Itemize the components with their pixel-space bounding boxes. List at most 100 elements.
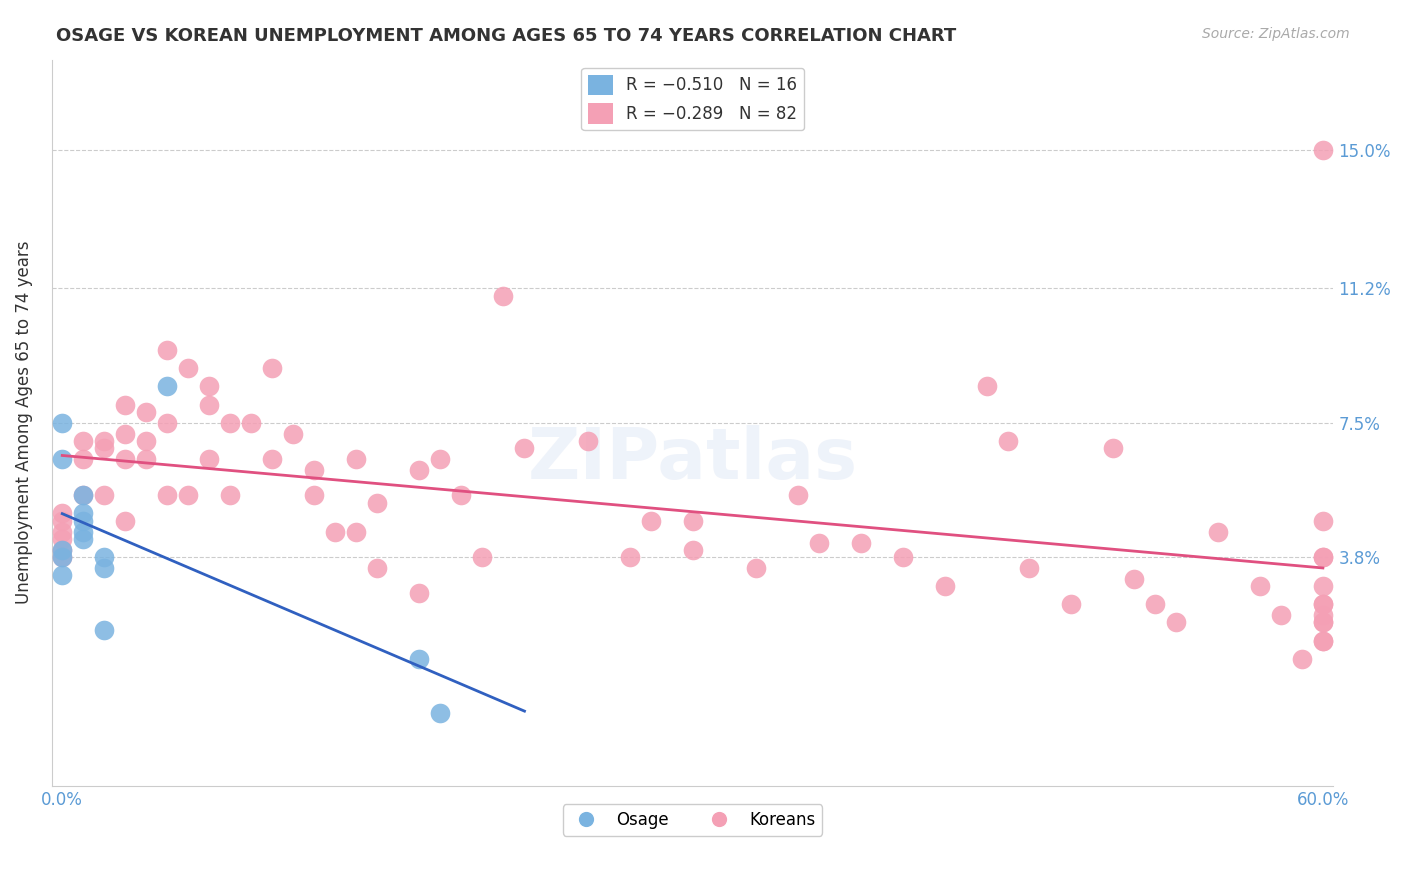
Point bbox=[72, 452, 94, 467]
Point bbox=[1018, 561, 1040, 575]
Point bbox=[51, 532, 73, 546]
Point bbox=[114, 398, 136, 412]
Point bbox=[1312, 615, 1334, 630]
Point bbox=[114, 426, 136, 441]
Point bbox=[1312, 633, 1334, 648]
Point bbox=[450, 488, 472, 502]
Point bbox=[135, 452, 157, 467]
Point bbox=[262, 452, 284, 467]
Point bbox=[1312, 549, 1334, 564]
Text: OSAGE VS KOREAN UNEMPLOYMENT AMONG AGES 65 TO 74 YEARS CORRELATION CHART: OSAGE VS KOREAN UNEMPLOYMENT AMONG AGES … bbox=[56, 27, 956, 45]
Point bbox=[344, 452, 367, 467]
Point bbox=[93, 434, 115, 448]
Point bbox=[576, 434, 599, 448]
Point bbox=[1312, 144, 1334, 158]
Point bbox=[1164, 615, 1187, 630]
Point bbox=[219, 488, 242, 502]
Point bbox=[1270, 608, 1292, 623]
Point bbox=[1122, 572, 1144, 586]
Legend: Osage, Koreans: Osage, Koreans bbox=[564, 805, 823, 836]
Point bbox=[72, 488, 94, 502]
Point bbox=[72, 532, 94, 546]
Point bbox=[51, 542, 73, 557]
Point bbox=[93, 623, 115, 637]
Point bbox=[156, 416, 179, 430]
Point bbox=[325, 524, 347, 539]
Point bbox=[72, 507, 94, 521]
Point bbox=[304, 463, 326, 477]
Point bbox=[198, 452, 221, 467]
Point bbox=[1206, 524, 1229, 539]
Point bbox=[976, 379, 998, 393]
Point bbox=[1312, 633, 1334, 648]
Point bbox=[682, 542, 704, 557]
Point bbox=[408, 651, 430, 665]
Point bbox=[262, 361, 284, 376]
Point bbox=[408, 463, 430, 477]
Point bbox=[1249, 579, 1271, 593]
Point bbox=[156, 379, 179, 393]
Point bbox=[471, 549, 494, 564]
Point bbox=[744, 561, 766, 575]
Point bbox=[177, 488, 200, 502]
Point bbox=[366, 495, 388, 509]
Text: Source: ZipAtlas.com: Source: ZipAtlas.com bbox=[1202, 27, 1350, 41]
Point bbox=[1060, 597, 1083, 611]
Point bbox=[366, 561, 388, 575]
Point bbox=[135, 434, 157, 448]
Point bbox=[72, 434, 94, 448]
Point bbox=[1312, 579, 1334, 593]
Point bbox=[807, 535, 830, 549]
Point bbox=[408, 586, 430, 600]
Point bbox=[429, 452, 451, 467]
Text: ZIPatlas: ZIPatlas bbox=[527, 425, 858, 493]
Point bbox=[72, 488, 94, 502]
Y-axis label: Unemployment Among Ages 65 to 74 years: Unemployment Among Ages 65 to 74 years bbox=[15, 241, 32, 605]
Point bbox=[51, 568, 73, 582]
Point bbox=[304, 488, 326, 502]
Point bbox=[93, 441, 115, 455]
Point bbox=[72, 524, 94, 539]
Point bbox=[51, 549, 73, 564]
Point bbox=[177, 361, 200, 376]
Point bbox=[51, 514, 73, 528]
Point bbox=[934, 579, 956, 593]
Point bbox=[1312, 597, 1334, 611]
Point bbox=[1312, 615, 1334, 630]
Point bbox=[114, 452, 136, 467]
Point bbox=[1312, 549, 1334, 564]
Point bbox=[682, 514, 704, 528]
Point bbox=[93, 561, 115, 575]
Point bbox=[429, 706, 451, 721]
Point bbox=[997, 434, 1019, 448]
Point bbox=[492, 288, 515, 302]
Point bbox=[786, 488, 808, 502]
Point bbox=[1312, 514, 1334, 528]
Point bbox=[156, 343, 179, 357]
Point bbox=[1312, 608, 1334, 623]
Point bbox=[198, 379, 221, 393]
Point bbox=[513, 441, 536, 455]
Point bbox=[114, 514, 136, 528]
Point bbox=[1291, 651, 1313, 665]
Point bbox=[198, 398, 221, 412]
Point bbox=[240, 416, 263, 430]
Point bbox=[135, 405, 157, 419]
Point bbox=[640, 514, 662, 528]
Point bbox=[93, 488, 115, 502]
Point bbox=[283, 426, 305, 441]
Point bbox=[849, 535, 872, 549]
Point bbox=[156, 488, 179, 502]
Point bbox=[1312, 597, 1334, 611]
Point bbox=[51, 549, 73, 564]
Point bbox=[344, 524, 367, 539]
Point bbox=[93, 549, 115, 564]
Point bbox=[51, 524, 73, 539]
Point bbox=[51, 452, 73, 467]
Point bbox=[891, 549, 914, 564]
Point bbox=[51, 416, 73, 430]
Point bbox=[1143, 597, 1166, 611]
Point bbox=[51, 507, 73, 521]
Point bbox=[619, 549, 641, 564]
Point bbox=[219, 416, 242, 430]
